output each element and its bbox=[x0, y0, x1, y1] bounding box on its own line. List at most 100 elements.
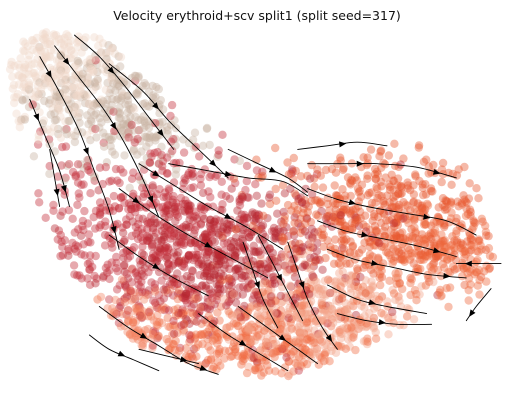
cell-point bbox=[242, 213, 251, 222]
cell-point bbox=[56, 133, 66, 142]
cell-point bbox=[265, 199, 275, 209]
cell-point bbox=[368, 282, 377, 292]
cell-point bbox=[342, 305, 351, 314]
cell-point bbox=[300, 260, 309, 270]
cell-point bbox=[137, 312, 146, 322]
cell-point bbox=[176, 193, 186, 203]
cell-point bbox=[126, 123, 135, 132]
cell-point bbox=[255, 260, 264, 270]
cell-point bbox=[170, 345, 180, 355]
cell-point bbox=[180, 291, 190, 301]
cell-point bbox=[73, 109, 82, 119]
cell-point bbox=[235, 195, 244, 204]
cell-point bbox=[334, 314, 344, 324]
cell-point bbox=[484, 244, 494, 253]
cell-point bbox=[201, 281, 211, 290]
cell-point bbox=[255, 259, 265, 269]
cell-point bbox=[345, 208, 355, 217]
cell-point bbox=[103, 260, 112, 269]
cell-point bbox=[395, 279, 404, 288]
cell-point bbox=[336, 153, 345, 162]
cell-point bbox=[204, 342, 213, 351]
cell-point bbox=[166, 111, 175, 121]
cell-point bbox=[191, 211, 200, 221]
cell-point bbox=[56, 112, 65, 121]
cell-point bbox=[199, 329, 209, 339]
cell-point bbox=[310, 276, 319, 285]
cell-point bbox=[149, 328, 158, 338]
cell-point bbox=[337, 342, 347, 351]
cell-point bbox=[474, 265, 484, 275]
cell-point bbox=[297, 197, 307, 207]
cell-point bbox=[389, 203, 398, 212]
cell-point bbox=[311, 196, 320, 205]
cell-point bbox=[319, 242, 328, 251]
cell-point bbox=[127, 120, 136, 130]
cell-point bbox=[440, 222, 449, 232]
cell-point bbox=[305, 348, 314, 357]
cell-point bbox=[426, 229, 435, 238]
cell-point bbox=[179, 259, 189, 269]
cell-point bbox=[269, 272, 278, 281]
cell-point bbox=[148, 343, 157, 353]
cell-point bbox=[86, 238, 95, 247]
cell-point bbox=[225, 309, 234, 318]
cell-point bbox=[127, 265, 136, 274]
cell-point bbox=[480, 267, 489, 276]
cell-point bbox=[164, 212, 174, 222]
cell-point bbox=[392, 231, 401, 240]
cell-point bbox=[213, 221, 222, 231]
cell-point bbox=[384, 151, 393, 160]
cell-point bbox=[89, 67, 98, 77]
cell-point bbox=[110, 150, 120, 159]
cell-point bbox=[347, 334, 356, 343]
cell-point bbox=[84, 99, 94, 108]
cell-point bbox=[100, 241, 110, 250]
cell-point bbox=[83, 75, 92, 85]
cell-point bbox=[340, 306, 349, 315]
cell-point bbox=[361, 276, 370, 285]
cell-point bbox=[425, 277, 434, 286]
cell-point bbox=[287, 240, 297, 249]
cell-point bbox=[170, 229, 179, 238]
cell-point bbox=[289, 153, 298, 163]
cell-point bbox=[158, 162, 167, 171]
cell-point bbox=[147, 278, 156, 287]
cell-point bbox=[227, 311, 237, 320]
cell-point bbox=[254, 291, 263, 301]
cell-point bbox=[137, 270, 146, 279]
cell-point bbox=[442, 242, 451, 252]
cell-point bbox=[320, 305, 330, 314]
cell-point bbox=[155, 244, 165, 253]
cell-point bbox=[279, 261, 288, 270]
cell-point bbox=[198, 339, 207, 349]
cell-point bbox=[27, 60, 36, 69]
cell-point bbox=[21, 39, 30, 48]
cell-point bbox=[137, 341, 146, 350]
cell-point bbox=[78, 128, 87, 137]
cell-point bbox=[121, 280, 130, 289]
cell-point bbox=[419, 236, 428, 245]
cell-point bbox=[14, 60, 23, 69]
cell-point bbox=[327, 315, 336, 324]
cell-point bbox=[277, 312, 286, 322]
cell-point bbox=[161, 204, 170, 213]
cell-point bbox=[40, 52, 49, 62]
cell-point bbox=[238, 229, 247, 239]
cell-point bbox=[141, 202, 151, 211]
cell-point bbox=[357, 301, 366, 311]
cell-point bbox=[353, 282, 363, 291]
cell-point bbox=[242, 161, 252, 171]
cell-point bbox=[112, 264, 121, 273]
cell-point bbox=[137, 277, 146, 286]
cell-point bbox=[235, 283, 244, 292]
cell-point bbox=[285, 257, 294, 267]
cell-point bbox=[125, 330, 135, 339]
cell-point bbox=[62, 75, 71, 84]
cell-point bbox=[53, 172, 63, 181]
cell-point bbox=[27, 35, 37, 45]
cell-point bbox=[21, 86, 30, 96]
cell-point bbox=[149, 91, 158, 100]
cell-point bbox=[351, 277, 361, 287]
cell-point bbox=[157, 226, 167, 236]
